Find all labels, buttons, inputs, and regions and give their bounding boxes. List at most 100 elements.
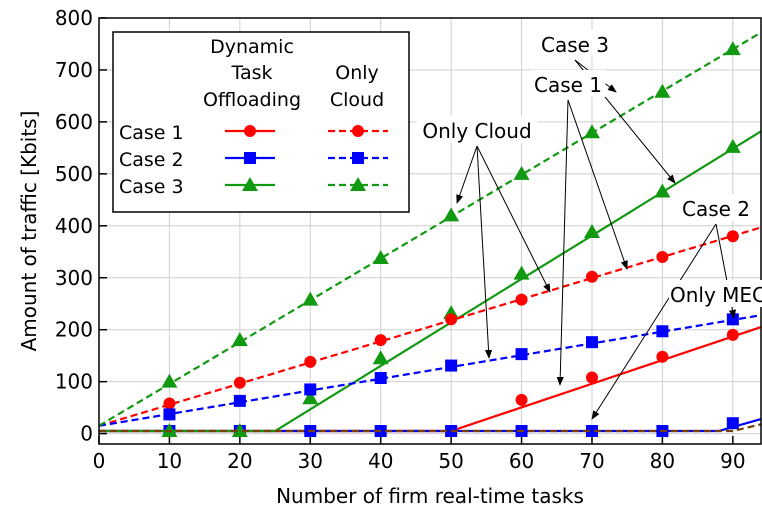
data-point (374, 372, 387, 385)
legend-sample-marker (352, 125, 364, 137)
annotation-arrow (556, 99, 569, 386)
data-point (372, 350, 389, 365)
legend: Dynamic Task Offloading Only Cloud Case … (112, 31, 410, 213)
data-point (726, 230, 739, 243)
legend-sample-marker (244, 125, 256, 137)
y-tick-label: 300 (55, 266, 93, 290)
legend-sample-marker (244, 152, 256, 164)
x-tick-label: 10 (157, 449, 182, 473)
data-point (372, 250, 389, 265)
legend-row-case2-label: Case 2 (119, 149, 184, 171)
series-only-cloud-case-1 (98, 226, 762, 427)
axis-titles: Number of firm real-time tasks Amount of… (17, 111, 584, 508)
x-tick-label: 90 (720, 449, 745, 473)
legend-row-case3-label: Case 3 (119, 176, 184, 198)
legend-sample-marker (242, 177, 258, 191)
data-point (302, 390, 319, 405)
data-point (656, 350, 669, 363)
data-point (445, 313, 458, 326)
data-point (515, 393, 528, 406)
y-tick-label: 0 (80, 422, 93, 446)
y-tick-label: 700 (55, 58, 93, 82)
legend-header-cloud-line2: Cloud (330, 89, 384, 111)
data-point (445, 359, 458, 372)
series-line (98, 226, 762, 427)
data-point (585, 371, 598, 384)
data-point (513, 165, 530, 180)
axis-ticks: 0 100 200 300 400 500 600 700 800 0 10 20 30 40 50 60 70… (55, 6, 746, 473)
annotation-arrow (476, 145, 551, 293)
annotation-arrow (456, 145, 478, 204)
data-point (726, 328, 739, 341)
legend-header-dynamic-line3: Offloading (203, 89, 301, 111)
x-tick-label: 20 (227, 449, 252, 473)
x-tick-label: 80 (650, 449, 675, 473)
data-point (231, 332, 248, 347)
data-point (515, 348, 528, 361)
annotation-label: Case 2 (682, 197, 750, 221)
data-point (443, 207, 460, 222)
x-tick-label: 50 (438, 449, 463, 473)
data-point (304, 355, 317, 368)
series-line (98, 314, 762, 427)
data-point (163, 408, 176, 421)
annotation-arrow (476, 145, 493, 359)
annotation-label-bg (669, 280, 762, 307)
series-line (99, 423, 762, 433)
series-only-mec-only-mec (99, 423, 762, 433)
legend-sample-marker (352, 152, 364, 164)
annotation-label-bg (530, 70, 606, 97)
data-point (654, 83, 671, 98)
legend-header-cloud-line1: Only (335, 62, 379, 84)
data-point (233, 394, 246, 407)
y-tick-label: 600 (55, 110, 93, 134)
data-point (583, 124, 600, 139)
data-point (513, 265, 530, 280)
plot-frame (98, 17, 762, 445)
annotation-label: Case 1 (534, 73, 602, 97)
series-line (99, 326, 762, 433)
annotation-only-mec: Only MEC (669, 280, 762, 307)
annotation-case-3: Case 3 (537, 30, 676, 184)
x-axis-label: Number of firm real-time tasks (276, 484, 584, 508)
x-tick-label: 70 (579, 449, 604, 473)
legend-samples (225, 125, 388, 191)
data-point (656, 325, 669, 338)
annotation-label-bg (416, 116, 538, 143)
series-line (98, 31, 762, 427)
annotation-case-2: Case 2 (591, 194, 754, 420)
x-tick-label: 0 (93, 449, 106, 473)
annotation-label: Case 3 (541, 33, 609, 57)
data-point (656, 250, 669, 263)
annotation-label: Only MEC (670, 283, 762, 307)
data-point (163, 397, 176, 410)
y-tick-label: 500 (55, 162, 93, 186)
data-point (726, 313, 739, 326)
data-point (302, 291, 319, 306)
y-tick-label: 100 (55, 370, 93, 394)
series-only-cloud-case-3 (98, 31, 762, 427)
data-point (585, 336, 598, 349)
x-tick-label: 30 (298, 449, 323, 473)
annotation-arrow (591, 223, 717, 420)
annotation-label-bg (678, 194, 754, 221)
data-point (654, 183, 671, 198)
annotation-label: Only Cloud (422, 119, 531, 143)
data-point (585, 270, 598, 283)
data-point (233, 376, 246, 389)
annotation-arrow (567, 99, 628, 270)
annotation-only-cloud: Only Cloud (416, 116, 551, 359)
annotation-case-1: Case 1 (530, 70, 628, 386)
data-point (724, 41, 741, 56)
y-tick-label: 800 (55, 6, 93, 30)
data-point (583, 224, 600, 239)
annotation-label-bg (537, 30, 613, 57)
y-axis-label: Amount of traffic [Kbits] (17, 111, 41, 352)
legend-sample-marker (350, 177, 366, 191)
x-tick-label: 40 (368, 449, 393, 473)
data-point (726, 417, 739, 430)
x-tick-label: 60 (509, 449, 534, 473)
data-point (231, 423, 248, 438)
